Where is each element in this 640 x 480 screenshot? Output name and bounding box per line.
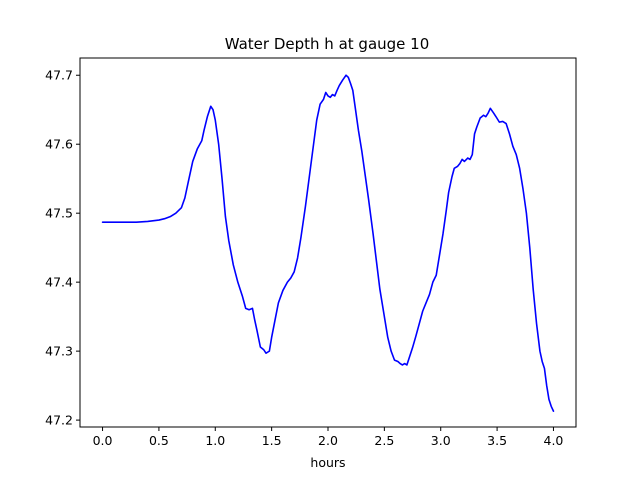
x-tick-label: 4.0 [544, 433, 564, 448]
x-axis: 0.0 0.5 1.0 1.5 2.0 2.5 3.0 3.5 4.0 [93, 427, 564, 448]
x-tick-label: 3.0 [431, 433, 451, 448]
x-tick-label: 2.5 [374, 433, 394, 448]
series-layer [101, 74, 555, 412]
x-tick-label: 3.5 [487, 433, 507, 448]
x-tick-label: 0.0 [93, 433, 113, 448]
chart-title: Water Depth h at gauge 10 [225, 35, 430, 53]
x-tick-label: 2.0 [318, 433, 338, 448]
y-tick-label: 47.6 [45, 137, 73, 152]
plot-frame [79, 57, 577, 428]
x-tick-label: 1.0 [205, 433, 225, 448]
y-axis: 47.2 47.3 47.4 47.5 47.6 47.7 [45, 68, 80, 428]
y-tick-label: 47.7 [45, 68, 73, 83]
y-tick-label: 47.5 [45, 206, 73, 221]
x-tick-label: 1.5 [262, 433, 282, 448]
x-tick-label: 0.5 [149, 433, 169, 448]
y-tick-label: 47.3 [45, 344, 73, 359]
series-line [101, 74, 555, 412]
y-tick-label: 47.4 [45, 275, 73, 290]
y-tick-label: 47.2 [45, 413, 73, 428]
x-axis-label: hours [310, 455, 345, 470]
plot-area [80, 58, 576, 427]
